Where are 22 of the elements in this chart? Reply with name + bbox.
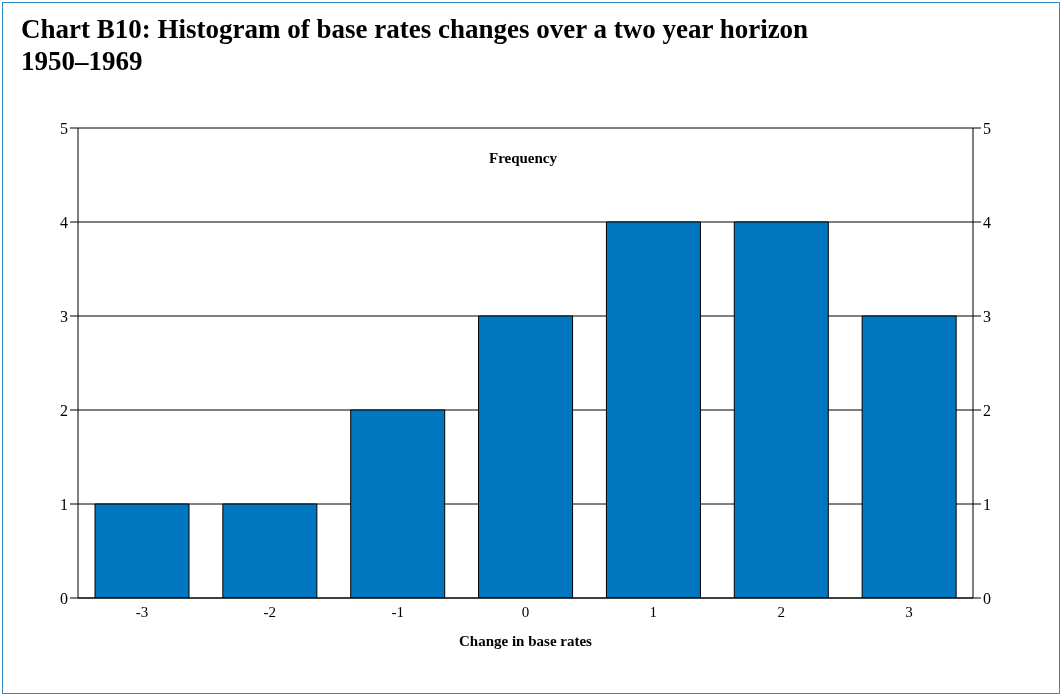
chart-title: Chart B10: Histogram of base rates changes over a two year horizon 1950–1969 (21, 13, 810, 77)
y2-tick-label: 0 (983, 589, 991, 607)
x-tick-label: 2 (777, 603, 785, 620)
y2-tick-label: 1 (983, 495, 991, 513)
y2-tick-label: 3 (983, 307, 991, 325)
y-tick-label: 4 (60, 213, 68, 231)
y-tick-label: 2 (60, 401, 68, 419)
x-tick-label: 1 (649, 603, 658, 620)
x-tick-label: -3 (135, 603, 149, 620)
x-axis-title: Change in base rates (459, 633, 593, 649)
y2-tick-label: 5 (983, 119, 991, 137)
y-tick-label: 5 (60, 119, 68, 137)
y-axis-title: Frequency (487, 150, 559, 167)
y-tick-label: 3 (60, 307, 68, 325)
x-tick-label: -1 (391, 603, 404, 620)
x-tick-label: 0 (521, 603, 530, 620)
y2-tick-label: 4 (983, 213, 991, 231)
x-tick-label: 3 (905, 603, 913, 620)
y2-tick-label: 2 (983, 401, 991, 419)
x-tick-label: -2 (263, 603, 277, 620)
y-tick-label: 0 (60, 589, 68, 607)
y-tick-label: 1 (60, 495, 68, 513)
